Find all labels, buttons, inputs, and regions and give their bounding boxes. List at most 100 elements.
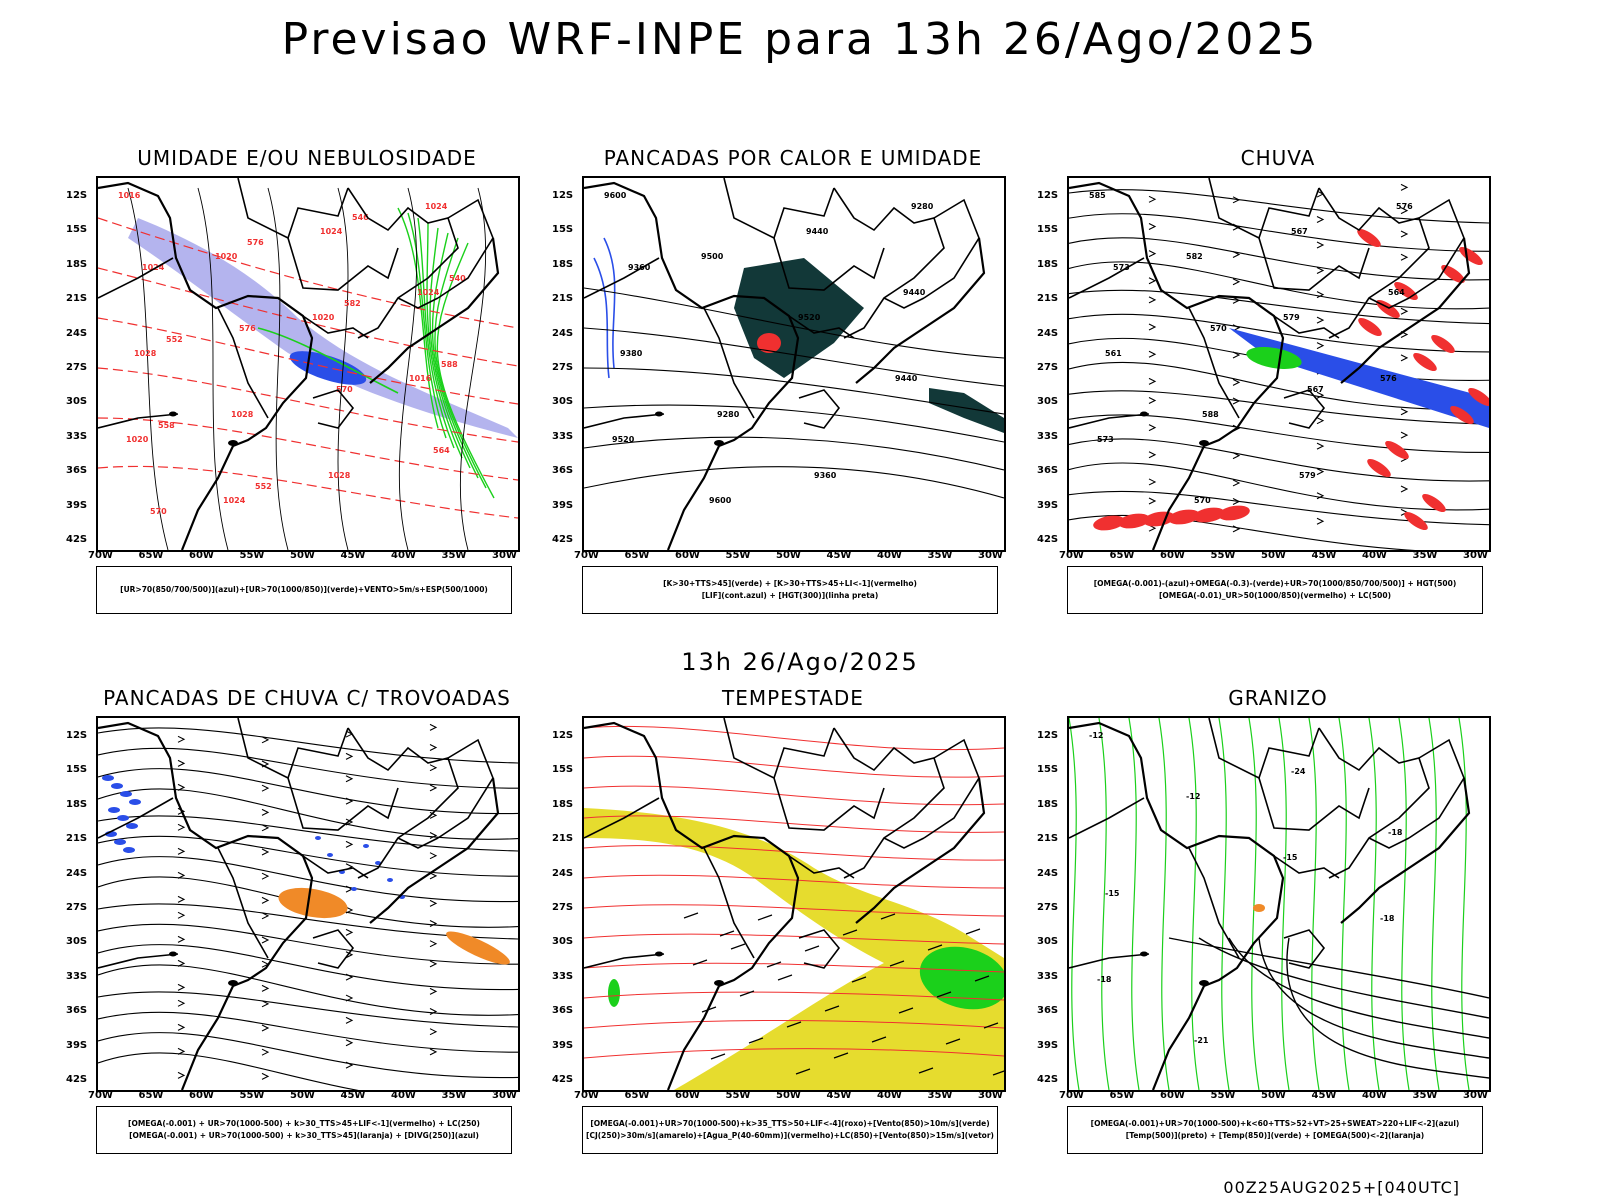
contour-label: 1020 — [215, 252, 238, 261]
flow-arrowhead — [429, 987, 438, 995]
contour-label: 1028 — [134, 349, 157, 358]
contour-label: 9600 — [604, 191, 627, 200]
flow-arrowhead — [1148, 451, 1157, 459]
streamline — [98, 964, 518, 1016]
wind-vector — [851, 976, 867, 983]
latitude-label: 18S — [552, 798, 574, 810]
latitude-label: 42S — [66, 534, 88, 545]
panel-title: PANCADAS DE CHUVA C/ TROVOADAS — [103, 686, 511, 710]
latitude-label: 12S — [1037, 730, 1059, 741]
map-frame — [96, 716, 520, 1092]
instability-core — [757, 333, 781, 353]
streamline — [98, 747, 518, 789]
latitude-label: 24S — [552, 327, 574, 339]
longitude-label: 30W — [978, 1090, 1003, 1101]
flow-arrowhead — [1316, 267, 1325, 274]
temp-850-contour — [1398, 718, 1410, 1090]
falkland-island — [1199, 440, 1209, 446]
panel-legend: [K>30+TTS>45](verde) + [K>30+TTS>45+LI<-… — [582, 566, 998, 614]
height-contour — [584, 436, 1004, 471]
flow-arrowhead — [177, 823, 186, 831]
coastline — [855, 237, 986, 384]
map-canvas — [98, 718, 518, 1090]
divergence-area — [129, 799, 141, 805]
contour-label: 9380 — [620, 349, 643, 358]
page-title: Previsao WRF-INPE para 13h 26/Ago/2025 — [281, 14, 1319, 65]
contour-label: 588 — [441, 360, 458, 369]
convection-area — [278, 887, 348, 919]
legend-line: [LIF](cont.azul) + [HGT(300)](linha pret… — [701, 591, 879, 600]
wind-vector — [824, 1005, 840, 1012]
latitude-label: 12S — [552, 730, 574, 741]
height-contour — [1069, 438, 1489, 482]
latitude-label: 30S — [552, 936, 574, 948]
flow-arrowhead — [1232, 196, 1241, 204]
flow-arrowhead — [1400, 431, 1409, 439]
flow-arrowhead — [261, 912, 270, 920]
flow-arrowhead — [177, 1023, 186, 1031]
wind-850-area — [608, 979, 620, 1007]
country-border — [1318, 727, 1430, 879]
coastline — [369, 237, 500, 384]
streamline — [98, 1011, 518, 1053]
flow-arrowhead — [1148, 377, 1157, 385]
contour-label: 558 — [158, 421, 175, 430]
streamline — [98, 903, 518, 940]
temp-500-contour — [1168, 937, 1489, 999]
latitude-label: 24S — [1037, 867, 1059, 879]
wind-vector — [898, 1007, 914, 1014]
contour-label: 582 — [344, 299, 361, 308]
longitude-label: 70W — [88, 1090, 113, 1101]
country-border — [1188, 307, 1240, 419]
rain-area — [1431, 334, 1455, 354]
longitude-label: 40W — [391, 1090, 416, 1101]
longitude-label: 70W — [1059, 1090, 1084, 1101]
contour-label: 570 — [1210, 324, 1227, 333]
country-border — [217, 307, 269, 419]
latitude-label: 15S — [1037, 764, 1059, 776]
rain-area — [1218, 505, 1250, 521]
map-frame: 585 582 579 576 573 570 567 564 561 588 579 576 573 5… — [1067, 176, 1491, 552]
flow-arrowhead — [177, 847, 186, 855]
panel-title: GRANIZO — [1228, 686, 1328, 710]
latitude-label: 18S — [1037, 258, 1059, 270]
longitude-label: 40W — [1362, 1090, 1387, 1101]
country-border — [98, 953, 179, 969]
latitude-label: 18S — [66, 798, 88, 810]
contour-label: 576 — [1396, 202, 1413, 211]
latitude-label: 12S — [552, 190, 574, 201]
wind-vector — [777, 974, 793, 981]
longitude-label: 40W — [1362, 550, 1387, 561]
latitude-label: 18S — [66, 258, 88, 270]
longitude-label: 55W — [1210, 1090, 1236, 1101]
flow-arrowhead — [261, 1072, 270, 1080]
height-contour — [584, 404, 1004, 443]
wind-vector — [927, 944, 943, 951]
country-border — [923, 198, 980, 299]
flow-arrowhead — [345, 840, 354, 848]
contour-label: 576 — [1380, 374, 1397, 383]
country-border — [788, 315, 855, 339]
rain-area — [1450, 405, 1474, 425]
flow-arrowhead — [261, 736, 270, 744]
contour-label: 1016 — [118, 191, 141, 200]
contour-label: 576 — [239, 324, 256, 333]
panel-legend: [OMEGA(-0.001)+UR>70(1000-500)+k<60+TTS>… — [1067, 1106, 1483, 1154]
jet-stream-area — [584, 808, 1004, 1090]
latitude-label: 15S — [552, 224, 574, 236]
humidity-field — [128, 218, 518, 438]
country-border — [287, 777, 399, 831]
flow-arrowhead — [1400, 354, 1409, 362]
contour-label: 1024 — [223, 496, 246, 505]
latitude-label: 12S — [66, 730, 88, 741]
latitude-label: 36S — [66, 1005, 88, 1017]
pressure-contour — [267, 187, 289, 550]
latitude-label: 21S — [66, 833, 88, 845]
flow-arrowhead — [177, 1071, 186, 1079]
streamline — [98, 835, 518, 877]
flow-arrowhead — [261, 872, 270, 880]
country-border — [1368, 297, 1410, 309]
contour-label: 9500 — [701, 252, 724, 261]
rain-area — [1168, 509, 1200, 525]
divergence-area — [102, 775, 114, 781]
